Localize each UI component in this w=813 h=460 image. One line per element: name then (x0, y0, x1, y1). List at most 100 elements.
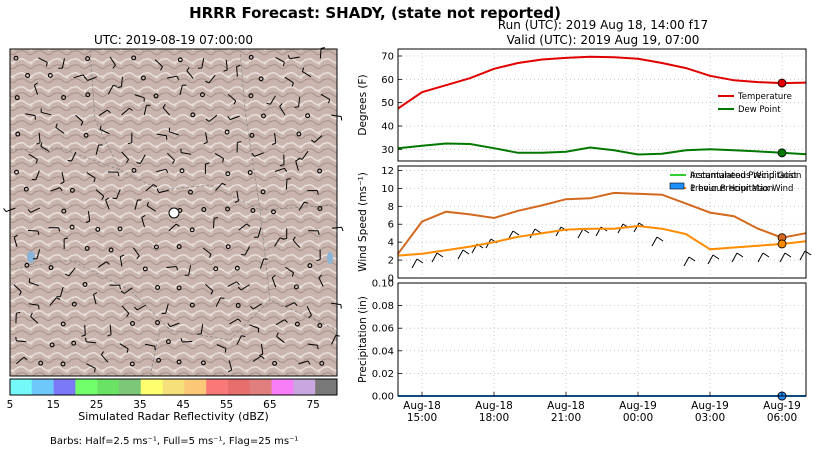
map-wind-barb (257, 227, 262, 238)
map-calm-marker (188, 189, 193, 195)
map-wind-barb-flag (246, 223, 251, 227)
map-wind-barb-flag (117, 86, 122, 88)
map-wind-barb (275, 56, 285, 63)
map-calm-marker (176, 244, 182, 250)
map-borders (9, 48, 338, 377)
wind-barb-shaft (457, 249, 464, 260)
map-wind-barb-flag (298, 157, 303, 160)
map-wind-barb (59, 286, 64, 297)
map-wind-barb (274, 237, 281, 247)
map-wind-barb-flag (84, 77, 88, 81)
chart-panel-2: 0 2 4 6 8 10 12 Wind Speed (ms⁻¹) Instantaneous … (357, 165, 812, 285)
map-calm-marker (271, 209, 276, 215)
map-wind-barb (30, 207, 40, 213)
legend-label: Temperature (737, 92, 792, 102)
map-calm-marker (177, 57, 183, 63)
map-wind-barb-flag (186, 67, 190, 71)
map-wind-barb-flag (136, 255, 140, 260)
map-wind-barb (121, 107, 130, 116)
map-calm-marker (47, 72, 53, 78)
map-calm-marker (69, 224, 75, 230)
map-wind-barb-flag (294, 106, 299, 108)
legend-label: Dew Point (738, 105, 781, 115)
map-calm-marker (84, 245, 90, 251)
map-wind-barb (238, 223, 248, 231)
map-wind-barb (123, 287, 133, 294)
x-tick-date: Aug-19 (619, 400, 657, 412)
map-border (239, 48, 338, 331)
x-tick-date: Aug-18 (403, 400, 441, 412)
y-tick-label: 50 (381, 98, 394, 109)
map-wind-barb (202, 247, 212, 255)
map-wind-barb-flag (316, 190, 319, 195)
map-wind-barb-flag (205, 118, 210, 122)
map-wind-barb-flag (45, 62, 48, 67)
wind-barb-shaft (683, 256, 690, 267)
wind-barb-flag (712, 254, 720, 260)
y-tick-label: 0.00 (372, 392, 394, 403)
map-wind-barb-flag (295, 158, 300, 162)
map-wind-barb-flag (276, 332, 279, 337)
map-wind-barb (134, 199, 138, 210)
map-calm-marker (71, 340, 77, 346)
series-marker-2 (777, 239, 787, 249)
map-wind-barb-flag (279, 164, 285, 167)
colorbar-swatch (162, 379, 185, 395)
map-wind-barb (244, 246, 251, 256)
map-calm-marker (247, 170, 253, 175)
map-wind-barb-flag (234, 200, 239, 203)
map-wind-barb-flag (209, 253, 212, 258)
map-wind-barb-flag (291, 82, 294, 87)
map-calm-marker (95, 226, 101, 232)
map-wind-barb-flag (59, 187, 63, 192)
map-wind-barb (146, 205, 156, 212)
colorbar-swatch (249, 379, 272, 395)
y-axis-label: Precipitation (in) (357, 296, 369, 383)
map-wind-barb-flag (304, 201, 309, 204)
map-wind-barb (254, 152, 264, 157)
map-wind-barb-flag (224, 348, 227, 353)
map-wind-barb (119, 256, 123, 267)
map-wind-barb-flag (271, 142, 276, 145)
map-wind-barb-flag (316, 259, 321, 262)
map-wind-barb-flag (120, 290, 125, 294)
wind-barb-shaft (431, 252, 438, 263)
legend-label: 1 hour Precipitation (690, 184, 773, 194)
map-wind-barb (225, 59, 228, 70)
map-wind-barb-flag (210, 290, 214, 295)
map-wind-barb (229, 318, 239, 325)
map-wind-barb (227, 93, 237, 102)
map-wind-barb-flag (341, 227, 344, 232)
map-wind-barb (240, 284, 250, 291)
map-wind-barb-flag (105, 197, 110, 201)
map-calm-marker (83, 132, 89, 138)
map-wind-barb (302, 71, 312, 78)
wind-barb-flag (688, 256, 696, 262)
map-calm-marker (129, 361, 135, 367)
station-marker (168, 207, 180, 219)
map-wind-barb-flag (125, 159, 130, 164)
map-calm-marker (250, 208, 256, 213)
map-calm-marker (117, 226, 123, 232)
map-wind-barb (289, 56, 300, 60)
map-wind-barb-flag (294, 302, 298, 307)
map-wind-barb (260, 258, 265, 269)
colorbar-swatch (206, 379, 229, 395)
map-wind-barb (61, 58, 65, 69)
map-wind-barb-flag (141, 214, 146, 218)
x-tick-time: 03:00 (695, 412, 725, 424)
plot-frame (397, 282, 807, 397)
y-tick-label: 4 (388, 238, 394, 249)
map-wind-barb (236, 190, 239, 201)
map-wind-barb (136, 304, 147, 311)
map-wind-barb-flag (213, 217, 219, 219)
map-wind-barb (71, 151, 77, 162)
colorbar-tick-label: 55 (220, 399, 233, 411)
map-wind-barb-flag (107, 334, 112, 337)
map-wind-barb-flag (271, 274, 276, 279)
map-wind-barb (101, 354, 109, 363)
map-wind-barb-flag (317, 345, 319, 350)
map-wind-barb-flag (311, 139, 315, 143)
map-wind-barb (105, 200, 110, 210)
